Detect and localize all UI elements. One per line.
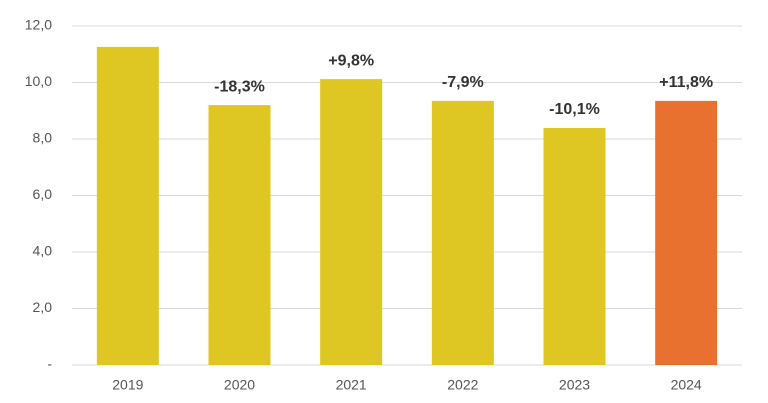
bar	[208, 105, 271, 365]
y-tick-label: 6,0	[33, 186, 53, 202]
y-tick-label: 4,0	[33, 243, 53, 259]
bar	[543, 127, 606, 365]
bar	[320, 79, 383, 366]
y-tick-label: 10,0	[25, 73, 52, 89]
x-tick-label: 2020	[224, 377, 255, 393]
x-tick-label: 2023	[559, 377, 590, 393]
x-tick-label: 2024	[671, 377, 702, 393]
x-tick-label: 2019	[112, 377, 143, 393]
y-tick-label: -	[47, 356, 52, 372]
bar	[96, 46, 159, 365]
bar	[655, 100, 718, 366]
bar-annotation: -18,3%	[214, 78, 265, 95]
bar-annotation: +11,8%	[659, 74, 713, 91]
y-tick-label: 2,0	[33, 299, 53, 315]
y-tick-label: 8,0	[33, 130, 53, 146]
bar	[431, 100, 494, 366]
bar-annotation: -7,9%	[442, 74, 484, 91]
x-tick-label: 2022	[447, 377, 478, 393]
x-tick-label: 2021	[336, 377, 367, 393]
bar-annotation: +9,8%	[328, 52, 374, 69]
bar-annotation: -10,1%	[549, 101, 600, 118]
y-tick-label: 12,0	[25, 17, 52, 33]
